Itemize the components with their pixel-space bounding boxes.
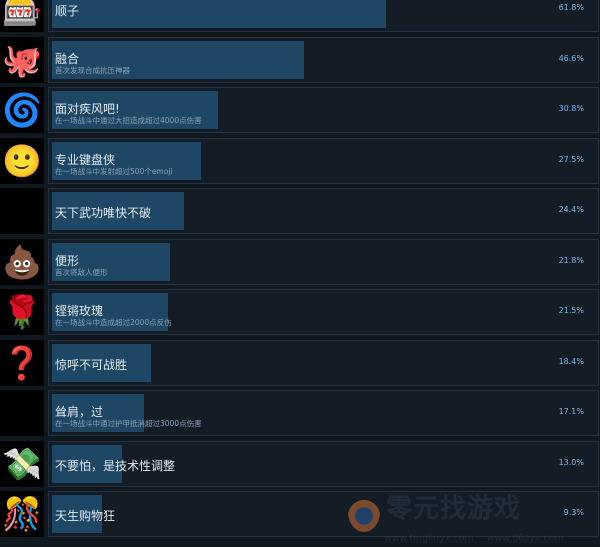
unlock-percent: 21.8% [558,255,584,265]
achievement-panel: 耸肩，过 在一场战斗中通过护甲抵消超过3000点伤害 17.1% [48,390,599,436]
achievement-panel: 天下武功唯快不破 24.4% [48,188,599,234]
achievement-row[interactable]: ⚡ 天下武功唯快不破 24.4% [0,188,600,234]
unlock-percent: 21.5% [558,306,584,315]
achievement-row[interactable]: 🌹 铿锵玫瑰 在一场战斗中造成超过2000点反伤 21.5% [0,289,600,335]
unlock-percent: 27.5% [558,154,584,164]
achievement-panel: 融合 首次发现合成抗压神器 46.6% [48,36,599,83]
progress-bar [52,141,201,180]
progress-bar [52,192,184,230]
unlock-percent: 61.8% [558,3,584,12]
smiley-icon: 🙂 [0,137,44,184]
progress-bar [52,394,145,432]
achievement-title: 不要怕，是技术性调整 [55,458,176,473]
unlock-percent: 13.0% [558,457,584,467]
achievement-title: 天下武功唯快不破 [55,206,152,220]
achievement-panel: 面对疾风吧! 在一场战斗中通过大招造成超过4000点伤害 30.8% [48,87,599,133]
octopus-icon: 🐙 [0,36,44,83]
achievement-description: 在一场战斗中发射超过500个emoji [55,166,173,176]
progress-bar [52,343,152,382]
unlock-percent: 24.4% [558,205,584,214]
achievement-title: 便形 [55,253,80,268]
achievement-description: 在一场战斗中造成超过2000点反伤 [55,318,172,327]
unlock-percent: 9.3% [563,508,584,517]
unlock-percent: 17.1% [558,407,584,416]
achievement-title: 天生购物狂 [55,509,116,523]
confetti-icon: 🎊 [0,491,44,537]
achievement-title: 面对疾风吧! [55,102,120,116]
achievement-row[interactable]: 🌀 面对疾风吧! 在一场战斗中通过大招造成超过4000点伤害 30.8% [0,87,600,133]
achievement-row[interactable]: 🐙 融合 首次发现合成抗压神器 46.6% [0,36,600,83]
achievement-title: 耸肩，过 [55,405,104,419]
shield-icon: 🛡 [0,390,44,436]
achievement-title: 融合 [55,51,80,66]
achievement-title: 专业键盘侠 [55,152,116,167]
achievement-description: 在一场战斗中通过护甲抵消超过3000点伤害 [55,419,202,428]
achievement-row[interactable]: 🙂 专业键盘侠 在一场战斗中发射超过500个emoji 27.5% [0,137,600,184]
progress-bar [52,91,219,129]
cyclone-icon: 🌀 [0,87,44,133]
slot-machine-icon: 🎰 [0,0,44,32]
progress-bar [52,293,169,331]
achievement-description: 首次将敌人便形 [55,267,108,277]
lightning-box-icon: ⚡ [0,188,44,234]
achievement-description: 在一场战斗中通过大招造成超过4000点伤害 [55,116,202,125]
achievement-panel: 便形 首次将敌人便形 21.8% [48,238,599,285]
achievement-row[interactable]: 💸 不要怕，是技术性调整 13.0% [0,440,600,487]
progress-bar [52,242,170,281]
unlock-percent: 18.4% [558,356,584,366]
achievement-row[interactable]: 🛡 耸肩，过 在一场战斗中通过护甲抵消超过3000点伤害 17.1% [0,390,600,436]
progress-bar [52,40,304,79]
unlock-percent: 30.8% [558,104,584,113]
question-box-icon: ❓ [0,339,44,386]
achievement-panel: 不要怕，是技术性调整 13.0% [48,440,599,487]
poop-icon: 💩 [0,238,44,285]
achievement-panel: 顺子 61.8% [48,0,599,32]
rose-icon: 🌹 [0,289,44,335]
achievement-title: 顺子 [55,4,80,18]
achievement-panel: 天生购物狂 9.3% [48,491,599,537]
achievement-title: 铿锵玫瑰 [55,304,104,318]
flying-money-icon: 💸 [0,440,44,487]
achievement-row[interactable]: ❓ 惊呼不可战胜 18.4% [0,339,600,386]
progress-bar [52,444,123,483]
achievement-panel: 铿锵玫瑰 在一场战斗中造成超过2000点反伤 21.5% [48,289,599,335]
progress-bar [52,0,386,28]
achievement-row[interactable]: 🎊 天生购物狂 9.3% [0,491,600,537]
progress-bar [52,495,103,533]
achievement-title: 惊呼不可战胜 [55,357,128,372]
achievement-panel: 专业键盘侠 在一场战斗中发射超过500个emoji 27.5% [48,137,599,184]
achievement-row[interactable]: 💩 便形 首次将敌人便形 21.8% [0,238,600,285]
achievement-description: 首次发现合成抗压神器 [55,65,130,75]
achievement-row[interactable]: 🎰 顺子 61.8% [0,0,600,32]
achievement-panel: 惊呼不可战胜 18.4% [48,339,599,386]
unlock-percent: 46.6% [558,53,584,63]
